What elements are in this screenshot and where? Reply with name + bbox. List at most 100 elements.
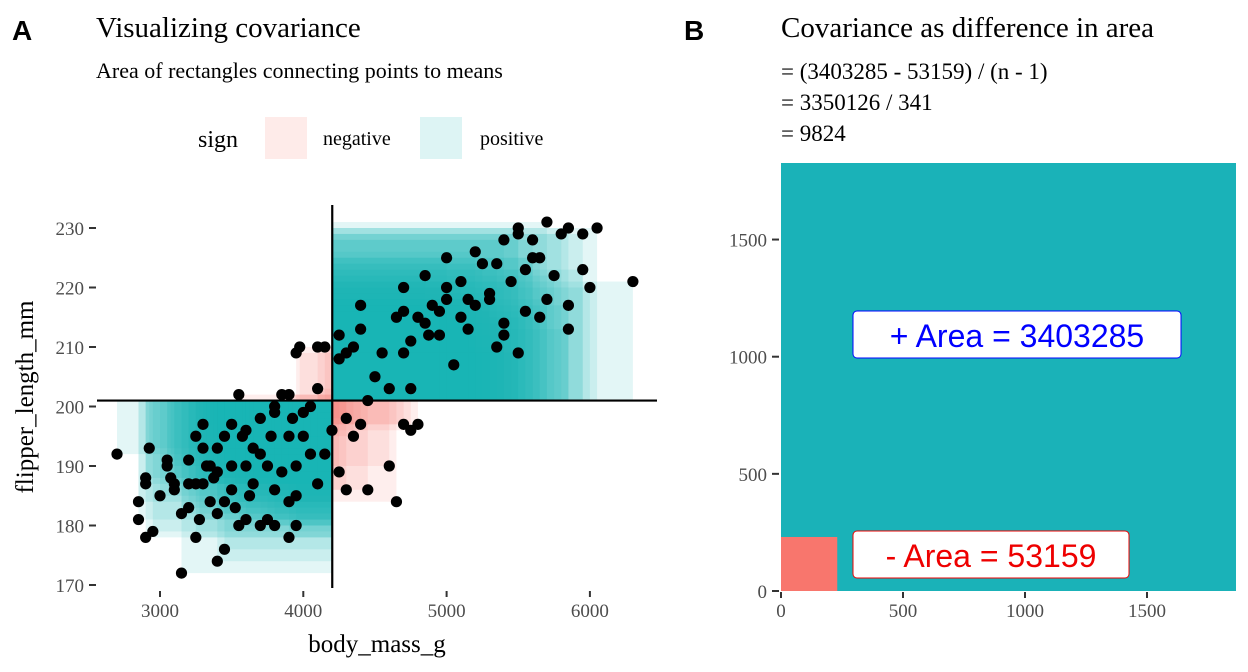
- y-tick-label: 1000: [729, 348, 767, 369]
- negative-area-square: [781, 536, 838, 591]
- data-point: [405, 335, 417, 347]
- data-point: [441, 252, 453, 264]
- data-point: [143, 442, 155, 454]
- y-tick-label: 210: [56, 338, 85, 359]
- positive-rectangle: [332, 388, 411, 401]
- negative-rectangle: [324, 347, 333, 401]
- data-point: [526, 252, 539, 264]
- panel-a-subtitle: Area of rectangles connecting points to …: [96, 58, 503, 83]
- data-point: [226, 484, 238, 496]
- data-point: [491, 258, 503, 270]
- data-point: [312, 383, 324, 395]
- data-point: [441, 281, 453, 294]
- data-point: [111, 448, 123, 460]
- panel-a-plot: 3000 4000 5000 6000 170 180 190 200 210 220 230: [56, 205, 657, 622]
- positive-rectangle: [202, 400, 333, 425]
- panel-b-title: Covariance as difference in area: [781, 12, 1154, 44]
- data-point: [433, 305, 446, 317]
- data-point: [369, 371, 381, 383]
- data-point: [333, 466, 345, 478]
- y-tick-label: 220: [56, 279, 85, 300]
- positive-rectangle: [332, 358, 340, 401]
- negative-area-label-box: [852, 530, 1130, 579]
- data-point: [340, 412, 352, 424]
- positive-rectangle: [310, 400, 333, 407]
- negative-rectangle: [288, 394, 333, 401]
- x-tick-label: 500: [889, 601, 918, 622]
- negative-rectangle: [281, 394, 333, 401]
- positive-rectangle: [332, 257, 447, 401]
- positive-area-label: + Area = 3403285: [852, 310, 1182, 359]
- data-point: [168, 484, 180, 496]
- data-point: [265, 430, 277, 442]
- positive-rectangle: [235, 400, 333, 508]
- positive-rectangle: [332, 388, 390, 401]
- data-point: [243, 490, 256, 502]
- data-point: [319, 341, 331, 353]
- data-point: [297, 430, 309, 442]
- data-point: [398, 281, 410, 294]
- data-point: [175, 567, 188, 579]
- data-point: [412, 418, 424, 430]
- negative-area-label-text: - Area = 53159: [886, 538, 1097, 574]
- data-point: [247, 478, 259, 490]
- positive-area-square: [781, 163, 1236, 591]
- negative-area-label: - Area = 53159: [852, 530, 1130, 579]
- x-tick-label: 4000: [284, 601, 322, 622]
- data-point: [190, 430, 202, 442]
- data-point: [512, 347, 524, 359]
- data-point: [208, 472, 220, 484]
- data-point: [483, 287, 496, 300]
- data-point: [548, 270, 560, 282]
- data-point: [627, 275, 639, 288]
- positive-rectangle: [332, 281, 633, 401]
- positive-rectangle: [332, 376, 375, 401]
- x-tick-label: 1500: [1128, 601, 1166, 622]
- legend-title: sign: [198, 127, 238, 153]
- positive-rectangle: [317, 400, 333, 484]
- y-tick-label: 180: [56, 517, 85, 538]
- data-point: [218, 496, 231, 508]
- data-point: [240, 513, 252, 526]
- data-point: [218, 543, 231, 555]
- legend: sign negative positive: [198, 117, 543, 159]
- data-point: [512, 222, 524, 234]
- x-tick-label: 5000: [428, 601, 466, 622]
- panel-label-a: A: [12, 15, 32, 46]
- negative-rectangle: [332, 400, 361, 425]
- panel-b-formula-line-2: = 3350126 / 341: [781, 90, 933, 115]
- data-point: [526, 234, 539, 246]
- data-point: [154, 490, 166, 502]
- data-point: [562, 323, 575, 335]
- data-point: [261, 460, 274, 472]
- data-point: [469, 246, 481, 258]
- data-point: [290, 490, 302, 502]
- positive-rectangle: [332, 228, 519, 401]
- positive-rectangle: [296, 400, 333, 526]
- panel-b-formula-line-3: = 9824: [781, 121, 846, 146]
- positive-rectangle: [271, 400, 333, 437]
- data-point: [269, 484, 281, 496]
- x-axis-title-a: body_mass_g: [308, 631, 446, 658]
- positive-rectangle: [310, 400, 333, 455]
- data-point: [140, 478, 152, 490]
- data-point: [455, 275, 467, 288]
- data-point: [197, 418, 209, 430]
- data-point: [433, 329, 446, 341]
- data-point: [476, 258, 489, 270]
- positive-rectangle: [332, 335, 340, 401]
- data-point: [269, 406, 281, 419]
- positive-rectangle: [332, 305, 569, 401]
- data-point: [304, 400, 317, 413]
- data-point: [577, 264, 589, 276]
- panel-label-b: B: [684, 15, 704, 46]
- positive-rectangle: [274, 400, 333, 413]
- positive-rectangle: [332, 281, 461, 401]
- data-point: [211, 555, 223, 567]
- data-point: [254, 412, 266, 424]
- positive-rectangle: [332, 287, 404, 401]
- data-point: [541, 216, 553, 228]
- y-tick-label: 500: [739, 465, 768, 486]
- data-point: [498, 234, 510, 246]
